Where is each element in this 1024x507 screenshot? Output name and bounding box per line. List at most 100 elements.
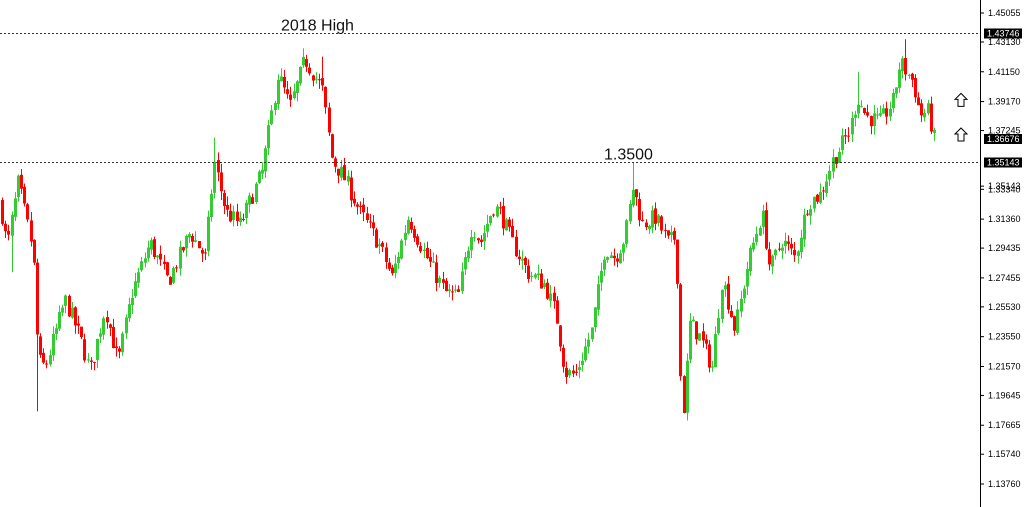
candle-body — [486, 223, 489, 232]
candle-body — [264, 148, 267, 172]
y-tick-label: 1.23550 — [988, 332, 1021, 342]
candle-body — [521, 258, 524, 261]
candle-body — [638, 198, 641, 221]
candle-body — [730, 310, 733, 317]
candle-body — [188, 234, 191, 238]
candle-body — [198, 241, 201, 249]
candle-body — [204, 252, 207, 254]
candle-body — [74, 307, 77, 326]
candle-body — [445, 280, 448, 292]
candle-body — [410, 221, 413, 230]
candle-body — [328, 107, 331, 133]
candle-body — [727, 283, 730, 310]
candle-body — [394, 263, 397, 274]
candle-body — [828, 170, 831, 180]
candle-body — [150, 240, 153, 250]
candle-body — [388, 262, 391, 269]
candle-body — [483, 233, 486, 242]
candle-body — [93, 361, 96, 363]
candle-body — [442, 279, 445, 283]
candle-body — [537, 273, 540, 276]
price-axis: 1.45055 1.43130 1.41150 1.39170 1.37245 1.351… — [980, 8, 1021, 489]
candle-body — [87, 359, 90, 361]
candle-body — [873, 113, 876, 126]
candle-body — [895, 87, 898, 94]
1.3500-annotation: 1.3500 — [604, 147, 653, 164]
candle-body — [787, 241, 790, 244]
candle-body — [664, 229, 667, 231]
candle-body — [286, 89, 289, 95]
candle-body — [822, 190, 825, 192]
candle-body — [809, 209, 812, 216]
candle-body — [58, 311, 61, 329]
candle-body — [366, 213, 369, 220]
y-tick-label: 1.13760 — [988, 479, 1021, 489]
candle-body — [334, 158, 337, 167]
y-tick-label: 1.19645 — [988, 390, 1021, 400]
candle-body — [166, 262, 169, 276]
candle-body — [172, 268, 175, 283]
candle-body — [274, 102, 277, 110]
y-tick-label: 1.25530 — [988, 302, 1021, 312]
candle-body — [648, 226, 651, 230]
candle-body — [860, 106, 863, 108]
candle-body — [451, 291, 454, 293]
candle-body — [470, 237, 473, 251]
candle-body — [226, 205, 229, 210]
candle-body — [109, 324, 112, 328]
y-tick-label: 1.29435 — [988, 243, 1021, 253]
candle-body — [562, 347, 565, 367]
candle-body — [838, 151, 841, 163]
candle-body — [477, 238, 480, 241]
candle-body — [629, 204, 632, 222]
candle-body — [689, 320, 692, 360]
candle-body — [711, 366, 714, 368]
candle-body — [543, 283, 546, 288]
candle-body — [657, 215, 660, 223]
candle-body — [213, 161, 216, 193]
y-tick-label: 1.21570 — [988, 361, 1021, 371]
candle-body — [553, 292, 556, 302]
candle-body — [473, 237, 476, 239]
candle-body — [90, 360, 93, 362]
candle-body — [686, 360, 689, 413]
candle-body — [870, 116, 873, 127]
candle-body — [324, 86, 327, 108]
candle-body — [597, 284, 600, 310]
candle-body — [467, 250, 470, 259]
candle-body — [277, 79, 280, 105]
candle-body — [683, 376, 686, 413]
candle-body — [419, 246, 422, 252]
candle-body — [381, 242, 384, 247]
candle-body — [825, 181, 828, 193]
candle-body — [118, 348, 121, 352]
candle-body — [347, 176, 350, 182]
candles-layer — [1, 39, 936, 421]
candle-body — [594, 307, 597, 328]
y-tick-label: 1.45055 — [988, 8, 1021, 18]
candle-body — [125, 317, 128, 334]
y-tick-label: 1.41150 — [988, 67, 1020, 77]
candle-body — [438, 277, 441, 283]
candle-body — [832, 157, 835, 172]
candle-body — [911, 73, 914, 80]
current-price-marker: 1.36676 — [984, 134, 1022, 144]
candle-body — [492, 214, 495, 216]
candle-body — [578, 367, 581, 370]
candle-body — [194, 240, 197, 242]
candle-body — [318, 79, 321, 81]
candle-body — [128, 304, 131, 319]
candle-body — [26, 204, 29, 220]
candle-body — [616, 258, 619, 262]
candle-body — [134, 281, 137, 297]
candle-body — [534, 274, 537, 278]
2018-high-price-label: 1.43746 — [987, 29, 1020, 39]
candle-body — [518, 256, 521, 260]
candle-body — [400, 240, 403, 259]
candle-body — [806, 213, 809, 215]
candle-body — [559, 325, 562, 347]
candle-body — [746, 269, 749, 287]
candle-body — [457, 289, 460, 292]
candle-body — [153, 239, 156, 258]
candle-body — [778, 248, 781, 250]
